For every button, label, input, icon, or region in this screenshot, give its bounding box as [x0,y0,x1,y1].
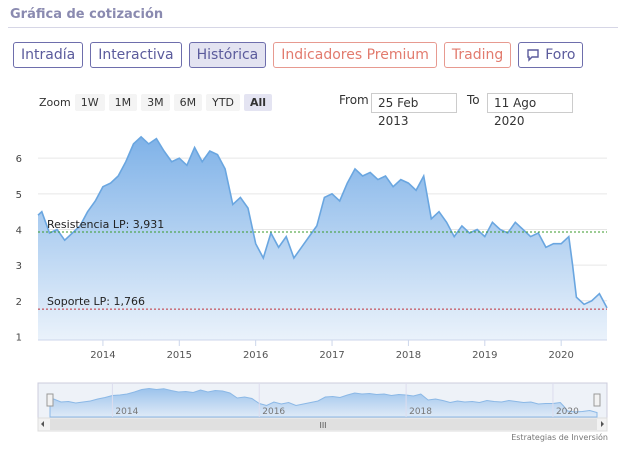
y-tick-label: 2 [16,297,22,308]
scroll-grip: III [319,421,326,430]
tab[interactable]: Histórica [188,42,267,68]
zoom-button[interactable]: 3M [141,94,170,111]
x-tick-label: 2017 [319,350,344,361]
zoom-button[interactable]: YTD [206,94,241,111]
zoom-button[interactable]: 6M [173,94,203,111]
forum-icon [527,49,539,62]
tab-label: Foro [545,47,576,63]
navigator-handle[interactable] [46,393,54,407]
x-tick-label: 2018 [396,350,421,361]
navigator-label: 2018 [409,407,432,417]
x-tick-label: 2015 [167,350,192,361]
divider [8,27,618,28]
line [37,135,608,309]
tab[interactable]: Intradía [13,42,84,68]
x-tick-label: 2014 [90,350,115,361]
y-tick-label: 3 [16,261,22,272]
level-label: Resistencia LP: 3,931 [47,218,164,231]
x-tick-label: 2019 [472,350,497,361]
title: Gráfica de cotización [10,7,164,22]
tab[interactable]: Trading [443,42,512,68]
scrollbar-thumb[interactable] [50,419,597,430]
x-tick-label: 2020 [548,350,573,361]
navigator-area [49,387,598,418]
navigator-label: 2020 [556,407,579,417]
from-input[interactable]: 25 Feb 2013 [371,93,457,128]
to-label: To [467,93,480,107]
navigator-handle[interactable] [593,393,601,407]
x-tick-label: 2016 [243,350,268,361]
area [38,136,607,340]
to-input[interactable]: 11 Ago 2020 [487,93,573,128]
credit: Estrategias de Inversión [511,433,608,442]
y-tick-label: 1 [16,332,22,343]
zoom-label: Zoom [39,96,71,109]
zoom-button[interactable]: 1M [108,94,138,111]
zoom: Zoom 1W 1M 3M 6M YTD All [39,94,273,111]
tabs: Intradía Interactiva Histórica Indicador… [13,42,584,68]
zoom-button[interactable]: 1W [74,94,105,111]
from-label: From [339,93,369,107]
y-tick-label: 5 [16,190,22,201]
y-tick-label: 6 [16,154,22,165]
tab[interactable]: Indicadores Premium [273,42,437,68]
tab[interactable]: Interactiva [90,42,182,68]
navigator-label: 2014 [115,407,138,417]
level-label: Soporte LP: 1,766 [47,295,145,308]
tab[interactable]: Foro [518,42,584,68]
zoom-button[interactable]: All [244,94,273,111]
y-tick-label: 4 [16,225,22,236]
navigator-label: 2016 [262,407,285,417]
